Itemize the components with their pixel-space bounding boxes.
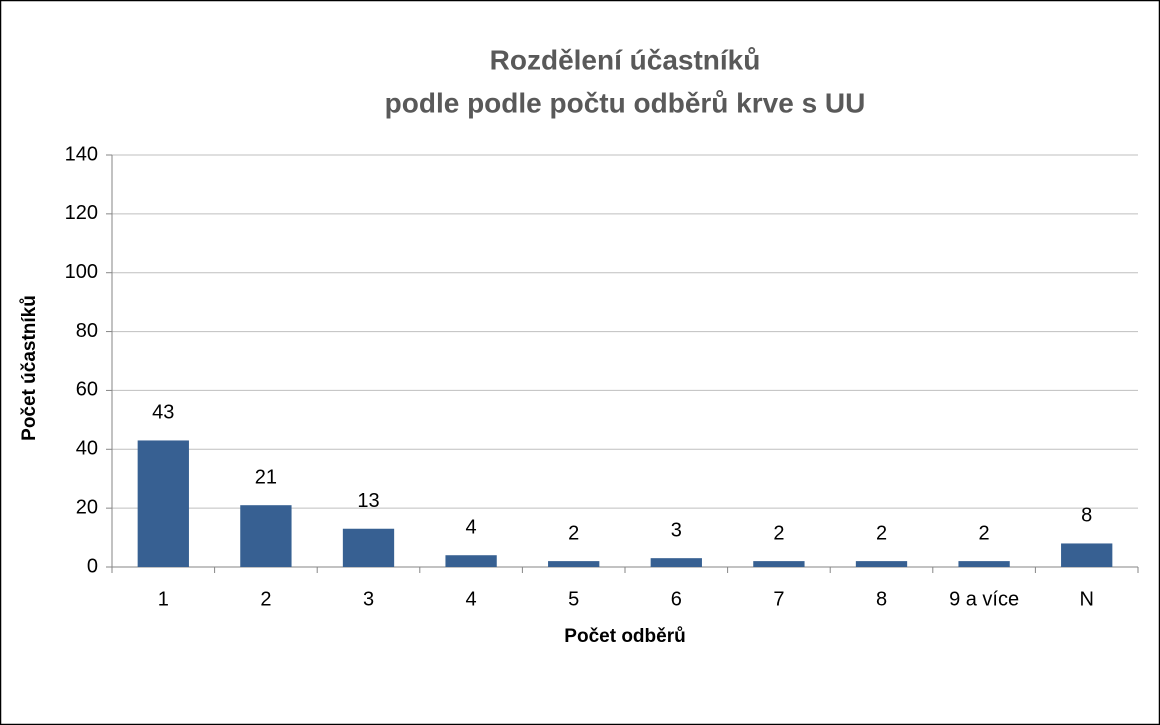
- data-label: 21: [255, 466, 277, 488]
- y-tick-label: 60: [76, 379, 98, 401]
- chart-title: podle podle počtu odběrů krve s UU: [385, 87, 866, 118]
- data-label: 4: [466, 517, 477, 539]
- bar: [445, 555, 497, 567]
- x-tick-label: 7: [773, 588, 784, 610]
- data-label: 13: [357, 490, 379, 512]
- x-tick-label: 8: [876, 588, 887, 610]
- bar: [240, 505, 292, 567]
- y-tick-label: 100: [65, 261, 98, 283]
- x-tick-label: 9 a více: [949, 588, 1019, 610]
- bar: [1061, 543, 1113, 567]
- y-axis-label: Počet účastníků: [19, 295, 40, 441]
- y-tick-label: 120: [65, 202, 98, 224]
- bar: [753, 561, 805, 567]
- bar: [342, 528, 395, 567]
- data-label: 2: [876, 522, 887, 544]
- x-tick-label: 2: [260, 588, 271, 610]
- bar: [958, 561, 1010, 567]
- bar: [650, 558, 702, 567]
- bar: [137, 440, 189, 567]
- x-tick-label: 5: [568, 588, 579, 610]
- y-tick-label: 0: [87, 555, 98, 577]
- data-label: 8: [1081, 505, 1092, 527]
- y-tick-label: 20: [76, 496, 98, 518]
- x-axis-label: Počet odběrů: [564, 626, 685, 647]
- x-tick-label: 4: [466, 588, 477, 610]
- chart-title: Rozdělení účastníků: [490, 44, 761, 75]
- data-label: 2: [979, 522, 990, 544]
- y-tick-label: 40: [76, 438, 98, 460]
- x-tick-label: N: [1079, 588, 1093, 610]
- data-label: 2: [773, 522, 784, 544]
- x-tick-label: 1: [158, 588, 169, 610]
- bar: [855, 561, 908, 567]
- y-tick-label: 140: [65, 143, 98, 165]
- x-tick-label: 3: [363, 588, 374, 610]
- data-label: 3: [671, 519, 682, 541]
- data-label: 43: [152, 402, 174, 424]
- x-tick-label: 6: [671, 588, 682, 610]
- bar: [548, 561, 600, 567]
- y-tick-label: 80: [76, 320, 98, 342]
- data-label: 2: [568, 522, 579, 544]
